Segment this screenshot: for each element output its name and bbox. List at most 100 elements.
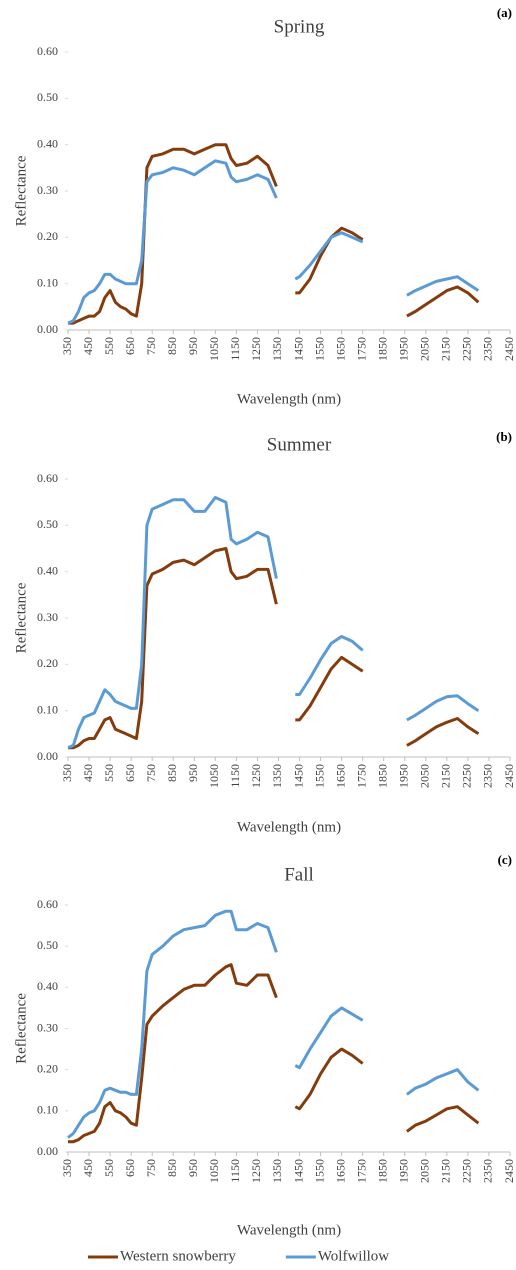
y-tick-label: 0.20 [37, 229, 58, 243]
x-axis-label: Wavelength (nm) [237, 1222, 341, 1238]
x-tick-label: 2350 [481, 337, 495, 361]
x-tick-label: 650 [123, 337, 137, 355]
y-tick-label: 0.00 [37, 322, 58, 336]
x-tick-label: 2250 [460, 764, 474, 788]
x-axis-label: Wavelength (nm) [237, 819, 341, 835]
y-tick-label: 0.00 [37, 749, 58, 763]
x-tick-label: 1850 [375, 337, 389, 361]
x-tick-label: 850 [165, 764, 179, 782]
x-tick-label: 1450 [291, 337, 305, 361]
x-tick-label: 950 [186, 1159, 200, 1177]
y-tick-label: 0.50 [37, 517, 58, 531]
y-axis-label: Reflectance [13, 155, 29, 226]
x-tick-label: 1550 [312, 1159, 326, 1183]
x-tick-label: 2050 [418, 764, 432, 788]
x-tick-label: 1250 [249, 764, 263, 788]
y-tick-label: 0.10 [37, 702, 58, 716]
x-tick-label: 1650 [333, 1159, 347, 1183]
x-tick-label: 1250 [249, 1159, 263, 1183]
x-tick-label: 1850 [375, 1159, 389, 1183]
x-tick-label: 750 [144, 1159, 158, 1177]
y-tick-label: 0.30 [37, 1020, 58, 1034]
x-tick-label: 1650 [333, 337, 347, 361]
x-tick-label: 1450 [291, 764, 305, 788]
x-tick-label: 1050 [207, 764, 221, 788]
x-tick-label: 550 [102, 764, 116, 782]
x-tick-label: 1050 [207, 1159, 221, 1183]
x-tick-label: 550 [102, 337, 116, 355]
x-tick-label: 1650 [333, 764, 347, 788]
x-tick-label: 1050 [207, 337, 221, 361]
legend-label: Wolfwillow [318, 1248, 389, 1264]
series-line [68, 547, 480, 750]
panel-label: (c) [498, 852, 512, 867]
y-axis-label: Reflectance [13, 582, 29, 653]
x-tick-label: 650 [123, 1159, 137, 1177]
x-tick-label: 2050 [418, 1159, 432, 1183]
y-tick-label: 0.30 [37, 610, 58, 624]
x-tick-label: 850 [165, 1159, 179, 1177]
x-tick-label: 350 [60, 1159, 74, 1177]
x-tick-label: 950 [186, 764, 200, 782]
y-tick-label: 0.30 [37, 183, 58, 197]
x-tick-label: 1350 [270, 337, 284, 361]
series-line [68, 143, 480, 325]
legend-label: Western snowberry [120, 1248, 236, 1264]
x-tick-label: 2250 [460, 1159, 474, 1183]
chart-title: Fall [284, 864, 314, 885]
x-tick-label: 1850 [375, 764, 389, 788]
x-tick-label: 2450 [502, 337, 516, 361]
x-tick-label: 1550 [312, 764, 326, 788]
x-tick-label: 1950 [397, 1159, 411, 1183]
x-tick-label: 2350 [481, 764, 495, 788]
y-tick-label: 0.10 [37, 1103, 58, 1117]
x-tick-label: 350 [60, 337, 74, 355]
series-line [67, 159, 480, 325]
x-tick-label: 2150 [439, 1159, 453, 1183]
chart-title: Spring [274, 16, 325, 37]
y-tick-label: 0.10 [37, 275, 58, 289]
x-tick-label: 1250 [249, 337, 263, 361]
x-tick-label: 350 [60, 764, 74, 782]
panel-label: (b) [496, 429, 512, 444]
x-tick-label: 450 [81, 337, 95, 355]
x-tick-label: 2350 [481, 1159, 495, 1183]
chart-title: Summer [267, 434, 332, 455]
x-axis-label: Wavelength (nm) [237, 391, 341, 407]
x-tick-label: 950 [186, 337, 200, 355]
x-tick-label: 750 [144, 337, 158, 355]
x-tick-label: 750 [144, 764, 158, 782]
y-tick-label: 0.40 [37, 979, 58, 993]
x-tick-label: 1150 [228, 764, 242, 788]
x-tick-label: 550 [102, 1159, 116, 1177]
x-tick-label: 1750 [354, 764, 368, 788]
x-tick-label: 1750 [354, 1159, 368, 1183]
x-tick-label: 650 [123, 764, 137, 782]
y-tick-label: 0.60 [37, 471, 58, 485]
series-line [68, 963, 480, 1144]
x-tick-label: 1350 [270, 764, 284, 788]
x-tick-label: 2050 [418, 337, 432, 361]
x-tick-label: 850 [165, 337, 179, 355]
panel-label: (a) [497, 5, 512, 20]
y-tick-label: 0.50 [37, 90, 58, 104]
y-tick-label: 0.40 [37, 563, 58, 577]
x-tick-label: 1450 [291, 1159, 305, 1183]
x-tick-label: 1150 [228, 1159, 242, 1183]
series-line [67, 909, 480, 1139]
y-tick-label: 0.20 [37, 1061, 58, 1075]
series-line [67, 496, 480, 750]
x-tick-label: 1350 [270, 1159, 284, 1183]
x-tick-label: 2450 [502, 1159, 516, 1183]
x-tick-label: 450 [81, 764, 95, 782]
x-tick-label: 1950 [397, 337, 411, 361]
y-tick-label: 0.20 [37, 656, 58, 670]
y-tick-label: 0.60 [37, 897, 58, 911]
x-tick-label: 2450 [502, 764, 516, 788]
x-tick-label: 1750 [354, 337, 368, 361]
y-tick-label: 0.00 [37, 1144, 58, 1158]
x-tick-label: 1550 [312, 337, 326, 361]
y-tick-label: 0.60 [37, 44, 58, 58]
y-tick-label: 0.40 [37, 136, 58, 150]
